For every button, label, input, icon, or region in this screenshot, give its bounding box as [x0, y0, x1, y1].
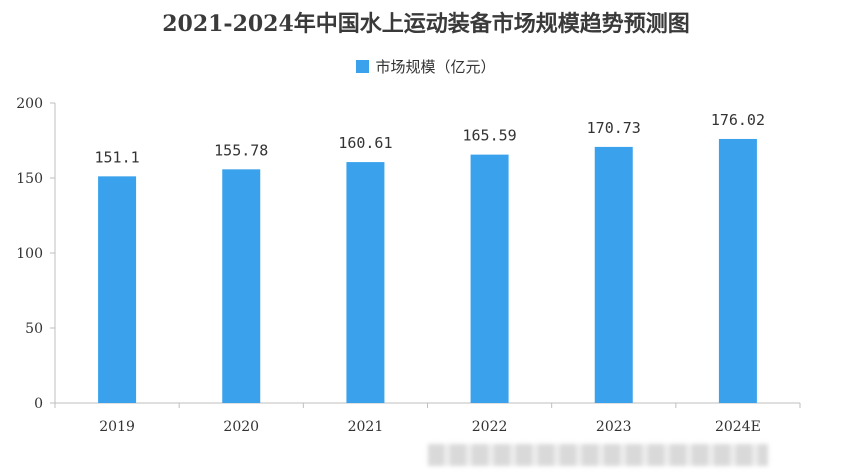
y-tick-label: 50 [25, 321, 43, 337]
y-tick-label: 200 [16, 96, 43, 112]
bar [98, 176, 137, 403]
legend-label: 市场规模（亿元） [375, 58, 496, 76]
data-label: 160.61 [338, 134, 392, 152]
data-label: 151.1 [95, 148, 140, 166]
chart-title: 2021-2024年中国水上运动装备市场规模趋势预测图 [162, 11, 690, 37]
data-label: 165.59 [462, 127, 516, 145]
legend-swatch [356, 60, 370, 73]
y-tick-label: 100 [16, 246, 43, 262]
chart-legend: 市场规模（亿元） [0, 56, 852, 77]
data-label: 170.73 [587, 119, 641, 137]
x-tick-label: 2024E [715, 419, 761, 435]
x-tick-label: 2019 [99, 419, 135, 435]
x-tick-label: 2020 [223, 419, 259, 435]
y-tick-label: 150 [16, 171, 43, 187]
x-tick-label: 2021 [348, 419, 384, 435]
data-label: 176.02 [711, 111, 765, 129]
bar [470, 154, 509, 403]
bar [222, 169, 261, 403]
bar [718, 138, 757, 403]
bar [346, 162, 385, 403]
x-tick-label: 2023 [596, 419, 632, 435]
bar [594, 146, 633, 403]
x-tick-label: 2022 [472, 419, 508, 435]
data-label: 155.78 [214, 141, 268, 159]
y-tick-label: 0 [34, 396, 43, 412]
blurred-source-note [428, 444, 768, 466]
